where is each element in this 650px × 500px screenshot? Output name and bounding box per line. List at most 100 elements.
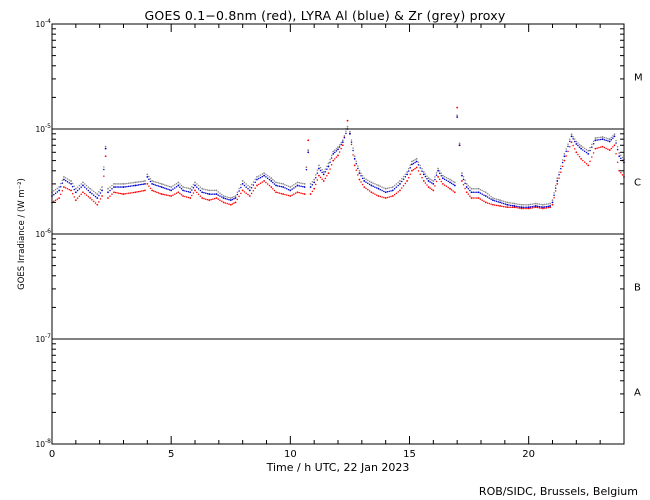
interp-point (59, 182, 62, 185)
interp-point (395, 186, 398, 188)
interp-point (54, 199, 57, 201)
interp-point (319, 176, 322, 179)
interp-point (203, 188, 205, 190)
data-point (229, 197, 232, 199)
interp-point (330, 154, 333, 157)
interp-point (261, 181, 264, 183)
interp-point (472, 191, 474, 193)
interp-point (607, 148, 609, 150)
interp-point (278, 185, 281, 187)
interp-point (132, 191, 135, 194)
interp-point (168, 189, 171, 191)
data-point (556, 180, 559, 182)
data-point (63, 178, 65, 181)
interp-point (592, 142, 595, 145)
data-point (122, 183, 125, 185)
interp-point (298, 191, 301, 194)
interp-point (87, 189, 90, 192)
data-point (194, 181, 196, 184)
interp-point (258, 183, 260, 186)
data-point (363, 180, 366, 182)
interp-point (412, 168, 415, 171)
interp-point (560, 165, 562, 167)
interp-point (577, 142, 579, 144)
interp-point (529, 206, 532, 208)
interp-point (228, 203, 230, 205)
interp-point (445, 179, 448, 182)
interp-point (340, 147, 342, 150)
interp-point (414, 161, 416, 164)
data-point (370, 181, 373, 184)
data-point (275, 181, 277, 184)
interp-point (238, 190, 240, 192)
data-point (327, 172, 330, 175)
interp-point (334, 149, 336, 151)
interp-point (381, 196, 383, 198)
interp-point (76, 186, 79, 188)
interp-point (393, 188, 396, 190)
data-point (170, 195, 173, 197)
interp-point (600, 138, 602, 141)
interp-point (401, 177, 403, 180)
data-point (427, 180, 430, 182)
interp-point (92, 194, 95, 196)
interp-point (196, 191, 198, 194)
data-point (346, 119, 349, 122)
interp-point (250, 183, 253, 186)
data-point (542, 203, 544, 206)
data-point (82, 181, 84, 184)
data-point (241, 189, 244, 192)
data-point (341, 141, 344, 144)
interp-point (577, 153, 579, 156)
data-point (70, 183, 72, 185)
data-point (437, 175, 439, 178)
interp-point (531, 205, 533, 208)
interp-point (565, 148, 567, 150)
interp-point (149, 180, 152, 183)
data-point (327, 165, 330, 168)
data-point (332, 152, 335, 155)
data-point (307, 149, 310, 151)
interp-point (379, 185, 382, 188)
interp-point (343, 137, 346, 139)
interp-point (164, 184, 166, 186)
interp-point (334, 151, 336, 154)
interp-point (219, 199, 221, 201)
data-point (551, 199, 554, 202)
interp-point (94, 195, 97, 198)
interp-point (61, 189, 64, 192)
interp-point (316, 169, 319, 171)
data-point (177, 184, 180, 187)
data-point (608, 140, 611, 143)
interp-point (300, 185, 302, 187)
interp-point (393, 193, 396, 196)
interp-point (440, 172, 443, 174)
interp-point (493, 197, 496, 200)
data-point (587, 152, 590, 155)
interp-point (168, 194, 171, 197)
interp-point (85, 184, 88, 187)
interp-point (136, 184, 138, 186)
interp-point (73, 185, 75, 187)
interp-point (600, 146, 602, 148)
interp-point (226, 202, 228, 205)
data-point (144, 189, 146, 192)
data-point (549, 205, 552, 207)
interp-point (191, 194, 193, 197)
interp-point (73, 196, 75, 198)
interp-point (409, 164, 412, 166)
interp-point (360, 181, 362, 183)
interp-point (287, 185, 290, 188)
data-point (74, 187, 77, 190)
interp-point (64, 187, 67, 189)
interp-point (591, 156, 593, 158)
interp-point (300, 182, 302, 184)
data-point (144, 180, 146, 182)
interp-point (383, 187, 385, 189)
interp-point (401, 187, 403, 189)
data-point (608, 138, 611, 141)
interp-point (540, 206, 542, 208)
interp-point (504, 203, 507, 205)
interp-point (569, 145, 571, 148)
interp-point (335, 147, 338, 150)
